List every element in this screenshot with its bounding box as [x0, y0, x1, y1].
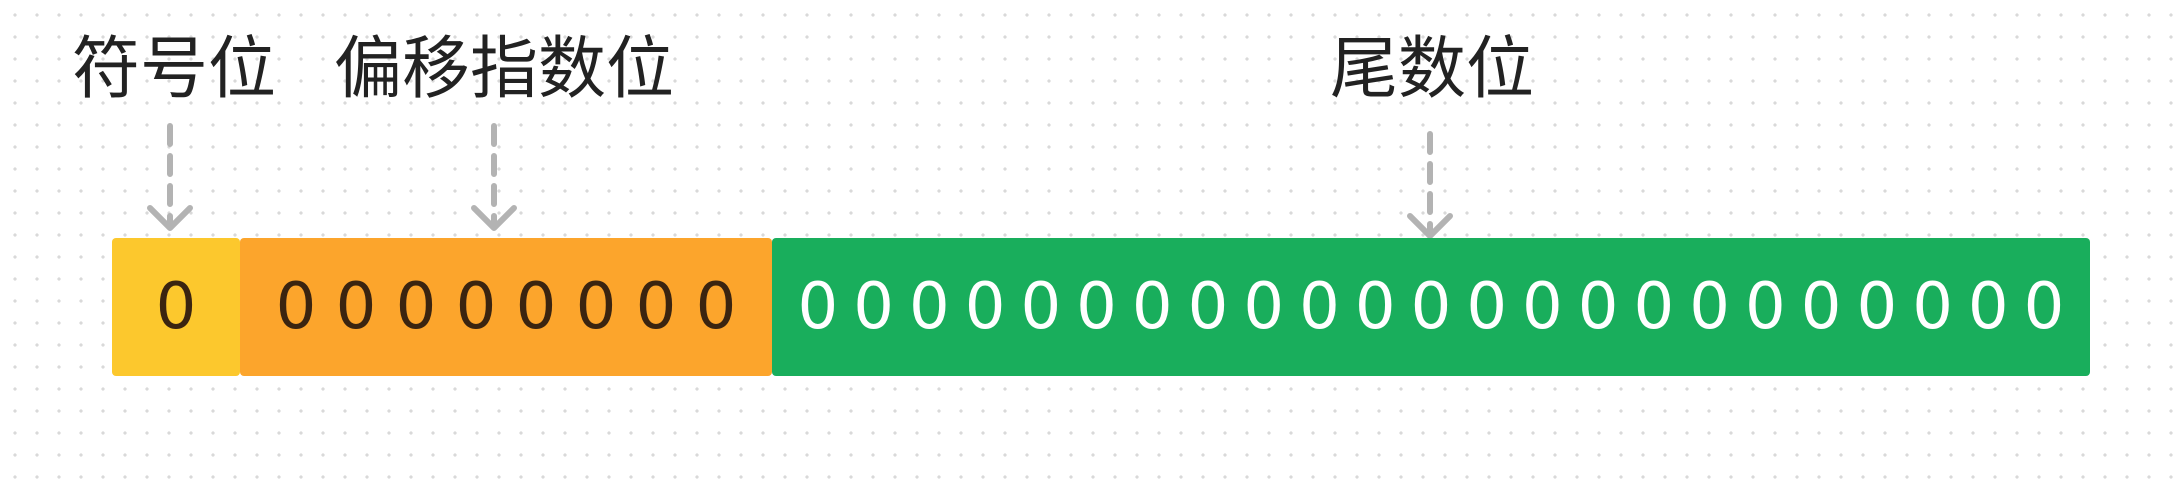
mantissa-bit: 0: [1912, 270, 1953, 344]
sign-bit-segment: 0: [112, 238, 240, 376]
mantissa-bit: 0: [1020, 270, 1062, 344]
mantissa-bit: 0: [908, 270, 950, 344]
mantissa-bit: 0: [1744, 270, 1786, 344]
mantissa-bit: 0: [1243, 270, 1285, 344]
exponent-arrow-icon: [471, 123, 517, 231]
mantissa-bit: 0: [1410, 270, 1452, 344]
exponent-bits-label: 偏移指数位: [334, 30, 675, 109]
mantissa-bit: 0: [1299, 270, 1340, 344]
exponent-bit: 0: [395, 270, 437, 344]
mantissa-bit: 0: [1967, 270, 2009, 344]
mantissa-bit: 0: [1187, 270, 1229, 344]
mantissa-bit: 0: [853, 270, 894, 344]
mantissa-bit: 0: [964, 270, 1006, 344]
mantissa-bit: 0: [1076, 270, 1117, 344]
mantissa-bit: 0: [1354, 270, 1396, 344]
sign-arrow-icon: [147, 123, 193, 231]
exponent-bit: 0: [695, 270, 737, 344]
mantissa-bit: 0: [2023, 270, 2065, 344]
mantissa-bit: 0: [1800, 270, 1842, 344]
exponent-bit: 0: [635, 270, 677, 344]
exponent-bit: 0: [335, 270, 377, 344]
exponent-bit: 0: [575, 270, 617, 344]
mantissa-bit: 0: [1633, 270, 1675, 344]
exponent-bit: 0: [275, 270, 317, 344]
mantissa-bit: 0: [1577, 270, 1619, 344]
mantissa-bit: 0: [797, 270, 839, 344]
mantissa-arrow-icon: [1407, 131, 1453, 239]
mantissa-bit: 0: [1856, 270, 1898, 344]
mantissa-bit: 0: [1131, 270, 1173, 344]
sign-bit: 0: [155, 270, 197, 344]
mantissa-bit: 0: [1466, 270, 1508, 344]
sign-bit-label: 符号位: [72, 30, 277, 109]
mantissa-bit: 0: [1689, 270, 1730, 344]
mantissa-bit: 0: [1522, 270, 1563, 344]
exponent-bit: 0: [455, 270, 497, 344]
exponent-bit: 0: [515, 270, 557, 344]
mantissa-bits-label: 尾数位: [1330, 30, 1535, 109]
